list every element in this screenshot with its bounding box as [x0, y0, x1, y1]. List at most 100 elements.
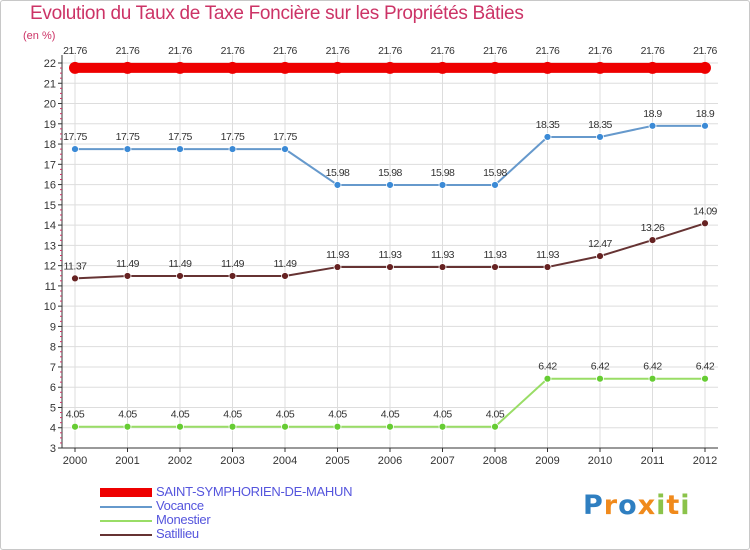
x-tick-label: 2000 — [63, 455, 87, 467]
logo-letter: i — [656, 490, 667, 521]
y-tick-label: 18 — [44, 139, 56, 151]
legend-swatch — [100, 488, 152, 497]
data-point — [384, 61, 396, 74]
data-label: 15.98 — [378, 167, 402, 179]
y-tick-label: 6 — [50, 382, 56, 394]
legend-label: Vocance — [156, 498, 204, 513]
data-point — [701, 121, 709, 130]
y-tick-label: 13 — [44, 240, 56, 252]
data-point — [333, 263, 342, 271]
legend-label: Monestier — [156, 512, 211, 527]
y-tick-label: 16 — [44, 180, 56, 192]
x-tick-label: 2001 — [115, 455, 139, 467]
data-point — [69, 61, 81, 74]
data-point — [71, 422, 79, 431]
x-tick-label: 2004 — [273, 455, 297, 467]
data-point — [333, 422, 342, 431]
data-label: 17.75 — [221, 131, 245, 143]
data-label: 18.9 — [696, 108, 715, 120]
x-tick-label: 2011 — [641, 455, 665, 467]
series-monestier: 4.05 4.05 4.05 4.05 4.05 4.05 4.05 4.05 4.05 6.42… — [66, 361, 715, 431]
data-label: 21.76 — [483, 45, 507, 57]
data-label: 21.76 — [693, 45, 717, 57]
x-tick-label: 2002 — [168, 455, 192, 467]
data-point — [648, 236, 657, 245]
data-point — [596, 252, 604, 261]
data-point — [176, 272, 184, 280]
y-tick-label: 15 — [44, 200, 56, 212]
series-satillieu: 11.37 11.49 11.49 11.49 11.49 11.93 11.93 11.93… — [64, 205, 718, 283]
y-tick-label: 14 — [44, 220, 56, 232]
data-label: 6.42 — [696, 361, 715, 373]
data-point — [281, 272, 289, 280]
data-point — [438, 263, 447, 271]
data-point — [386, 263, 394, 271]
data-label: 18.35 — [536, 119, 560, 131]
x-tick-label: 2008 — [483, 455, 507, 467]
data-label: 4.05 — [171, 409, 190, 421]
data-label: 11.93 — [431, 249, 455, 261]
data-point — [281, 145, 289, 154]
data-point — [543, 263, 552, 271]
data-point — [176, 422, 184, 431]
data-point — [489, 61, 501, 74]
data-point — [541, 61, 554, 74]
logo-letter: P — [583, 490, 604, 521]
data-label: 17.75 — [273, 131, 297, 143]
data-point — [123, 422, 132, 431]
data-label: 21.76 — [221, 45, 245, 57]
data-label: 6.42 — [591, 361, 610, 373]
data-point — [279, 61, 291, 74]
data-point — [491, 422, 499, 431]
logo-letter: t — [666, 490, 681, 521]
data-point — [701, 374, 709, 383]
data-label: 17.75 — [63, 131, 87, 143]
data-label: 18.35 — [588, 119, 612, 131]
y-tick-label: 17 — [44, 159, 56, 171]
data-point — [333, 181, 342, 189]
data-label: 4.05 — [381, 409, 400, 421]
data-point — [226, 61, 239, 74]
y-tick-label: 21 — [44, 78, 56, 90]
y-tick-label: 8 — [50, 342, 56, 354]
data-label: 17.75 — [168, 131, 192, 143]
data-point — [646, 61, 659, 74]
data-label: 21.76 — [63, 45, 87, 57]
y-tick-label: 5 — [50, 402, 56, 414]
data-label: 21.76 — [641, 45, 665, 57]
data-point — [596, 133, 604, 141]
data-label: 11.93 — [326, 249, 350, 261]
data-point — [228, 145, 237, 154]
data-point — [648, 374, 657, 383]
y-tick-label: 9 — [50, 321, 56, 333]
data-label: 4.05 — [328, 409, 347, 421]
data-point — [331, 61, 344, 74]
data-point — [543, 374, 552, 383]
data-label: 21.76 — [168, 45, 192, 57]
x-tick-label: 2003 — [220, 455, 244, 467]
y-tick-label: 22 — [44, 58, 56, 70]
data-point — [71, 145, 79, 154]
data-point — [386, 422, 394, 431]
logo-letter: x — [637, 490, 657, 521]
data-label: 17.75 — [116, 131, 140, 143]
data-point — [594, 61, 606, 74]
y-tick-label: 4 — [50, 423, 56, 435]
data-point — [281, 422, 289, 431]
x-tick-label: 2009 — [535, 455, 559, 467]
proxiti-logo: Proxiti — [583, 490, 691, 521]
data-point — [71, 274, 79, 283]
legend-label: Satillieu — [156, 526, 199, 541]
data-label: 21.76 — [536, 45, 560, 57]
y-tick-label: 12 — [44, 261, 56, 273]
data-label: 14.09 — [693, 205, 717, 217]
x-tick-label: 2007 — [430, 455, 454, 467]
chart-title: Evolution du Taux de Taxe Foncière sur l… — [30, 3, 524, 24]
data-label: 6.42 — [643, 361, 662, 373]
line-chart: 3 4 5 6 7 8 9 10 11 12 13 14 15 16 17 18 19 20 21 22 2000 200… — [44, 45, 718, 467]
legend-swatch — [100, 506, 152, 508]
data-label: 15.98 — [431, 167, 455, 179]
data-point — [176, 145, 184, 154]
data-point — [228, 272, 237, 280]
data-point — [123, 272, 132, 280]
